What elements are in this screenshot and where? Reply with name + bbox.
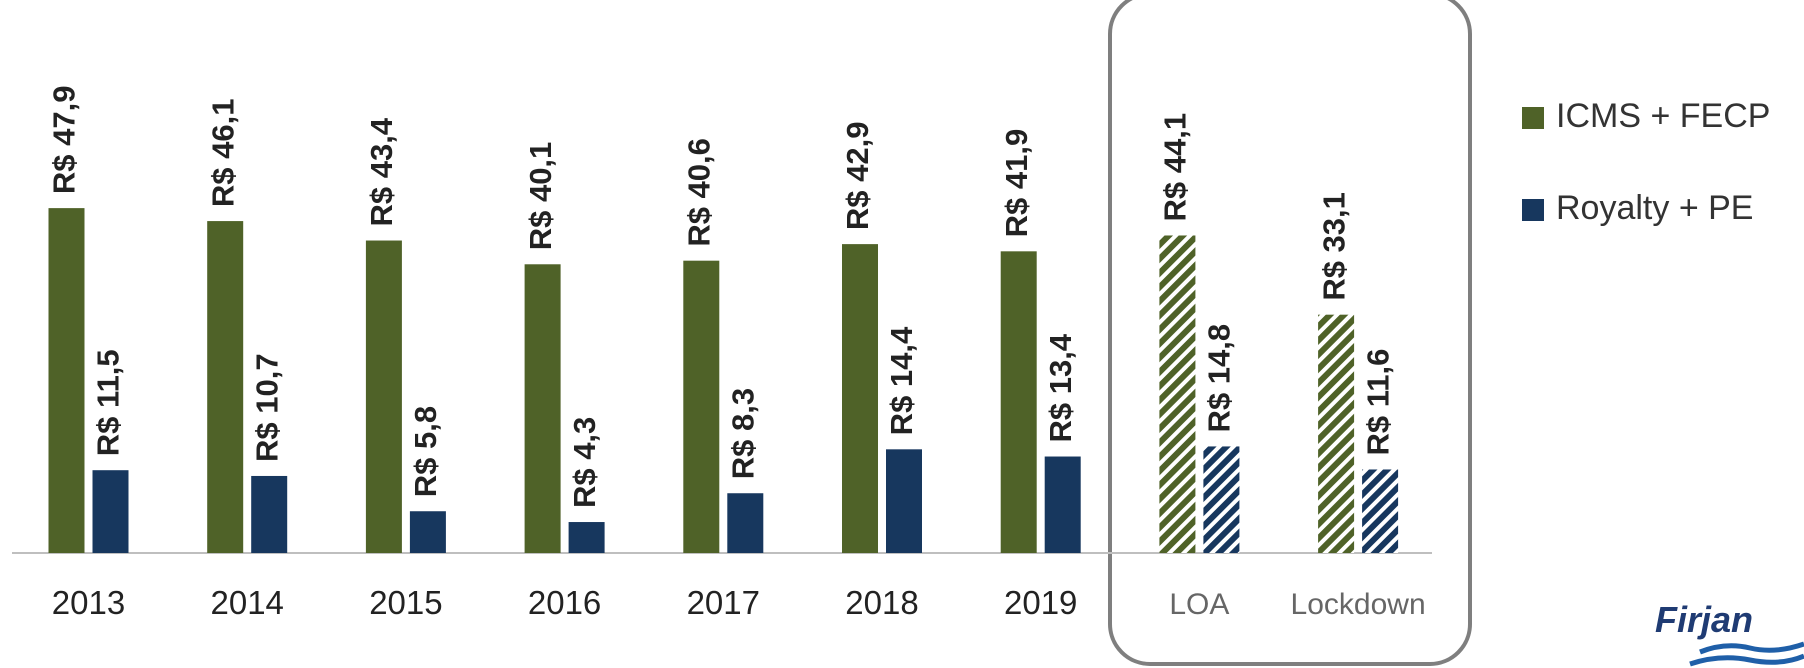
bar	[1044, 456, 1081, 553]
value-label: R$ 47,9	[47, 86, 82, 195]
value-label: R$ 10,7	[249, 353, 284, 462]
x-tick-label: 2016	[528, 584, 601, 621]
value-label: R$ 41,9	[999, 129, 1034, 238]
value-label: R$ 8,3	[725, 388, 760, 479]
bar	[727, 493, 764, 553]
bar	[251, 475, 288, 553]
value-label: R$ 46,1	[205, 99, 240, 208]
bar	[842, 244, 878, 553]
value-label: R$ 11,6	[1360, 349, 1395, 456]
legend-label: ICMS + FECP	[1556, 97, 1770, 135]
bar	[48, 208, 85, 553]
x-tick-label: 2017	[687, 584, 760, 621]
bar	[92, 470, 129, 553]
value-label: R$ 11,5	[91, 349, 126, 456]
x-tick-label: 2014	[210, 584, 283, 621]
value-label: R$ 40,6	[681, 138, 716, 247]
legend-swatch	[1522, 199, 1544, 221]
bar	[524, 264, 561, 553]
highlight-box	[1108, 0, 1472, 666]
x-tick-label: Lockdown	[1291, 588, 1426, 621]
value-label: R$ 42,9	[840, 122, 875, 231]
bar	[409, 511, 446, 553]
value-label: R$ 14,4	[884, 326, 919, 435]
value-label: R$ 5,8	[408, 406, 443, 497]
bar	[1362, 469, 1399, 553]
x-tick-label: 2018	[845, 584, 918, 621]
value-label: R$ 14,8	[1202, 324, 1237, 433]
legend-swatch	[1522, 107, 1544, 129]
x-tick-label: 2013	[52, 584, 125, 621]
logo: Firjan	[1655, 599, 1753, 640]
value-label: R$ 13,4	[1043, 333, 1078, 442]
value-label: R$ 40,1	[523, 142, 558, 251]
value-label: R$ 44,1	[1158, 113, 1193, 222]
value-label: R$ 43,4	[364, 117, 399, 226]
legend-label: Royalty + PE	[1556, 189, 1753, 227]
x-tick-label: LOA	[1169, 588, 1229, 621]
bar	[886, 449, 922, 553]
x-tick-label: 2019	[1004, 584, 1077, 621]
bar	[568, 522, 605, 553]
bar	[683, 260, 720, 553]
logo-waves	[1689, 641, 1804, 667]
bar	[1159, 235, 1196, 554]
value-label: R$ 33,1	[1316, 192, 1351, 301]
bar	[1318, 314, 1355, 553]
bar	[207, 221, 244, 553]
bar	[1000, 251, 1037, 553]
bar	[1203, 446, 1240, 553]
value-label: R$ 4,3	[567, 417, 602, 508]
bar	[365, 240, 402, 553]
x-tick-label: 2015	[369, 584, 442, 621]
